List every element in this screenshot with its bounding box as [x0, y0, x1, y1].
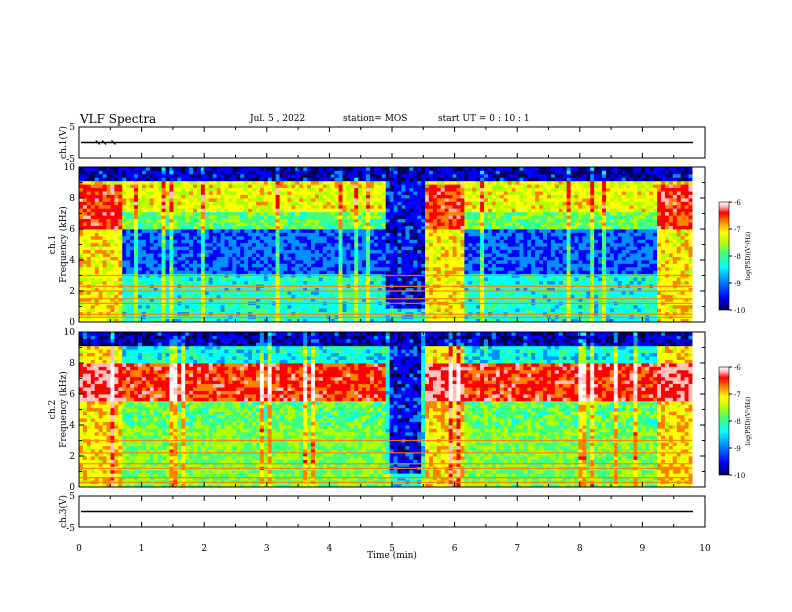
colorbar-tick-label: -9 — [734, 280, 741, 288]
x-tick-label: 6 — [452, 544, 458, 554]
chart-title: VLF Spectra — [80, 112, 157, 126]
y-tick-label: 2 — [69, 287, 75, 297]
y-axis-label: ch.3(V) — [58, 495, 69, 528]
colorbar — [718, 366, 730, 476]
station-label: station= MOS — [343, 114, 408, 124]
waveform-burst — [111, 140, 116, 145]
y-tick-label: -5 — [66, 524, 75, 534]
y-axis-label: ch.1 — [48, 235, 58, 254]
x-tick-label: 2 — [201, 544, 207, 554]
colorbar-tick-label: -7 — [734, 391, 741, 399]
y-tick-label: 4 — [69, 421, 75, 431]
colorbar-tick-label: -7 — [734, 226, 741, 234]
colorbar-tick-label: -6 — [734, 364, 741, 372]
y-tick-label: -5 — [66, 155, 75, 165]
x-tick-label: 10 — [699, 544, 711, 554]
y-axis-label: Frequency (kHz) — [58, 206, 69, 283]
x-tick-label: 4 — [327, 544, 333, 554]
y-tick-label: 6 — [69, 390, 75, 400]
y-tick-label: 5 — [69, 492, 75, 502]
colorbar-tick-label: -10 — [734, 307, 745, 315]
x-tick-label: 8 — [577, 544, 583, 554]
x-tick-label: 5 — [389, 544, 395, 554]
x-tick-label: 3 — [264, 544, 270, 554]
x-axis-label: Time (min) — [367, 550, 417, 561]
start-time-label: start UT = 0 : 10 : 1 — [438, 114, 530, 124]
x-tick-label: 0 — [76, 544, 82, 554]
y-tick-label: 0 — [69, 483, 75, 493]
waveform-burst — [101, 140, 107, 145]
y-axis-label: ch.2 — [48, 400, 58, 419]
waveform-burst — [95, 140, 101, 145]
y-tick-label: 0 — [69, 318, 75, 328]
date-label: Jul. 5 , 2022 — [250, 114, 306, 124]
y-tick-label: 4 — [69, 256, 75, 266]
x-tick-label: 9 — [640, 544, 646, 554]
colorbar-tick-label: -6 — [734, 199, 741, 207]
colorbar-tick-label: -8 — [734, 253, 741, 261]
y-tick-label: 6 — [69, 225, 75, 235]
colorbar-tick-label: -9 — [734, 445, 741, 453]
x-tick-label: 7 — [514, 544, 520, 554]
colorbar — [718, 201, 730, 311]
y-tick-label: 2 — [69, 452, 75, 462]
colorbar-label: log(PSD)(V²/Hz) — [745, 397, 752, 446]
y-axis-label: ch.1(V) — [58, 126, 69, 159]
colorbar-tick-label: -10 — [734, 472, 745, 480]
y-tick-label: 8 — [69, 194, 75, 204]
y-tick-label: 5 — [69, 123, 75, 133]
colorbar-tick-label: -8 — [734, 418, 741, 426]
y-tick-label: 8 — [69, 359, 75, 369]
y-tick-label: 10 — [64, 163, 76, 173]
x-tick-label: 1 — [139, 544, 145, 554]
colorbar-label: log(PSD)(V²/Hz) — [745, 232, 752, 281]
y-axis-label: Frequency (kHz) — [58, 371, 69, 448]
y-tick-label: 10 — [64, 328, 76, 338]
